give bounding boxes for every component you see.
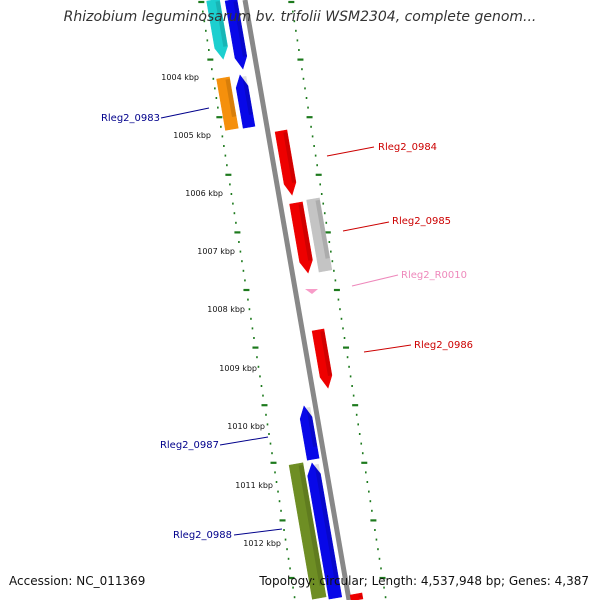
pink-gene-R0010-shape <box>305 289 318 294</box>
red-gene-0984-shade <box>283 131 296 183</box>
blue-gene-0987-shade <box>306 406 318 448</box>
inner-tick-ring <box>288 0 387 599</box>
gray-gene-0985-shape <box>306 197 333 273</box>
blue-gene-0987-leader <box>219 436 269 446</box>
red-gene-0986-label: Rleg2_0986 <box>414 340 473 351</box>
map-title: Rhizobium leguminosarum bv. trifolii WSM… <box>63 9 537 25</box>
kbp-label: 1009 kbp <box>219 364 257 373</box>
red-gene-0986-leader <box>363 344 412 353</box>
kbp-label: 1006 kbp <box>185 189 223 198</box>
olive-gene-0988-shape <box>288 462 327 600</box>
blue-gene-2 <box>235 74 256 129</box>
blue-gene-0987 <box>299 405 320 461</box>
olive-gene-0988-label: Rleg2_0988 <box>173 530 232 541</box>
blue-gene-top-shade <box>233 0 247 57</box>
red-gene-bottom-shape <box>349 592 364 600</box>
kbp-label: 1011 kbp <box>235 481 273 490</box>
red-gene-0986-shade <box>320 330 332 376</box>
cyan-gene-shade <box>215 0 228 47</box>
label-leader-lines <box>160 107 412 536</box>
blue-gene-2-shape <box>235 74 256 129</box>
gray-gene-0985-label: Rleg2_0985 <box>392 216 451 227</box>
cyan-gene-shape <box>206 0 228 60</box>
blue-gene-0987-shape <box>299 405 320 461</box>
outer-tick-ring <box>198 0 296 599</box>
blue-gene-long-shade <box>314 463 340 586</box>
kbp-label: 1005 kbp <box>173 131 211 140</box>
blue-gene-top-shape <box>224 0 248 70</box>
olive-gene-0988-shade <box>298 464 325 586</box>
red-gene-0986 <box>311 328 333 389</box>
orange-gene-shape <box>216 76 239 131</box>
red-gene-0984-label: Rleg2_0984 <box>378 142 437 153</box>
red-gene-a-shape <box>289 201 313 274</box>
kbp-label: 1004 kbp <box>161 73 199 82</box>
red-gene-bottom-shade <box>358 594 363 598</box>
orange-gene <box>216 76 239 131</box>
kbp-label: 1012 kbp <box>243 539 281 548</box>
blue-gene-long-shape <box>307 462 343 600</box>
red-gene-0986-shape <box>311 328 333 389</box>
accession-text: Accession: NC_011369 <box>9 574 146 588</box>
red-gene-0984 <box>274 129 297 196</box>
blue-gene-long <box>307 462 343 600</box>
red-gene-a-shade <box>298 203 313 261</box>
topology-text: Topology: circular; Length: 4,537,948 bp… <box>259 574 589 588</box>
kbp-scale-labels: 1004 kbp 1005 kbp 1006 kbp 1007 kbp 1008 kbp… <box>161 73 281 548</box>
blue-gene-top <box>224 0 248 70</box>
genome-backbone <box>242 0 352 600</box>
blue-gene-0987-label: Rleg2_0987 <box>160 440 219 451</box>
red-gene-0984-leader <box>326 146 375 157</box>
red-gene-bottom <box>349 592 364 600</box>
kbp-label: 1007 kbp <box>197 247 235 256</box>
orange-gene-leader <box>160 107 210 119</box>
kbp-label: 1010 kbp <box>227 422 265 431</box>
gray-gene-0985 <box>306 197 333 273</box>
gray-gene-0985-leader <box>342 221 390 232</box>
blue-gene-2-shade <box>242 75 253 116</box>
gene-track <box>206 0 364 600</box>
olive-gene-0988 <box>288 462 327 600</box>
pink-gene-R0010-leader <box>351 274 399 287</box>
red-gene-0984-shape <box>274 129 297 196</box>
cyan-gene <box>206 0 228 60</box>
pink-gene-R0010-label: Rleg2_R0010 <box>401 270 467 281</box>
orange-gene-shade <box>225 78 237 118</box>
gene-labels: Rleg2_0983 Rleg2_0984 Rleg2_0985 Rleg2_R001… <box>101 113 473 541</box>
kbp-label: 1008 kbp <box>207 305 245 314</box>
olive-gene-0988-leader <box>233 528 283 536</box>
gray-gene-0985-shade <box>315 199 330 259</box>
orange-gene-label: Rleg2_0983 <box>101 113 160 124</box>
red-gene-a <box>289 201 313 274</box>
